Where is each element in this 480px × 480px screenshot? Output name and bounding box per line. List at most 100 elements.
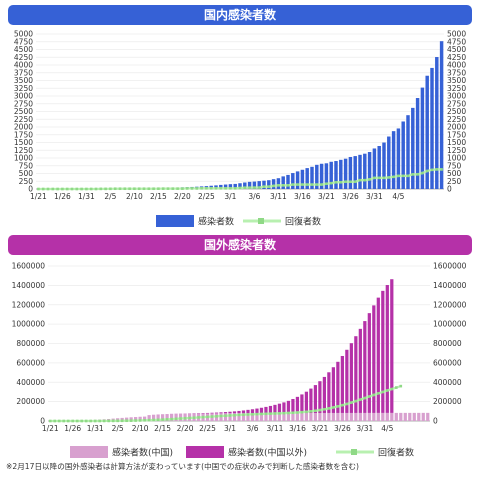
y-tick-label-left: 500 <box>19 169 34 178</box>
legend-marker <box>351 449 357 455</box>
bar <box>324 163 329 189</box>
recovered-point <box>399 384 403 388</box>
bar <box>259 407 264 414</box>
bar <box>300 394 304 414</box>
y-tick-label-left: 0 <box>40 417 45 426</box>
bar <box>372 148 377 189</box>
x-tick-label: 3/6 <box>246 424 258 433</box>
recovered-point <box>315 183 319 186</box>
recovered-point <box>120 419 124 423</box>
bar <box>336 412 340 421</box>
x-tick-label: 3/21 <box>318 192 335 201</box>
bar <box>232 411 237 414</box>
bar <box>313 412 318 421</box>
bar <box>334 161 338 189</box>
recovered-point <box>181 187 184 190</box>
recovered-point <box>113 187 117 191</box>
bar <box>223 413 228 421</box>
bar <box>286 413 291 421</box>
bar <box>129 417 133 421</box>
bar <box>295 396 300 414</box>
bar <box>238 183 242 189</box>
bar <box>264 413 268 421</box>
bar <box>343 158 348 189</box>
legend-label: 感染者数 <box>198 216 234 228</box>
bar <box>336 361 340 413</box>
recovered-point <box>397 174 400 178</box>
overseas-chart-title: 国外感染者数 <box>8 235 472 255</box>
recovered-point <box>75 419 79 423</box>
bar <box>295 413 300 421</box>
x-tick-label: 1/31 <box>78 192 95 201</box>
bar <box>435 57 439 189</box>
recovered-point <box>192 416 196 420</box>
y-tick-label-left: 5000 <box>14 30 33 39</box>
recovered-point <box>205 187 208 190</box>
bar <box>387 136 391 189</box>
bar <box>391 131 396 189</box>
y-tick-label-right: 1200000 <box>433 300 467 309</box>
bar <box>340 412 344 421</box>
recovered-point <box>48 419 52 423</box>
bar <box>367 412 371 421</box>
legend-label: 回復者数 <box>285 216 321 228</box>
recovered-point <box>358 178 362 182</box>
legend-swatch <box>156 215 194 227</box>
legend-label: 感染者数(中国) <box>112 447 173 459</box>
recovered-point <box>394 386 398 389</box>
recovered-point <box>188 416 191 420</box>
recovered-point <box>195 187 199 190</box>
y-tick-label-right: 3750 <box>447 68 466 77</box>
recovered-point <box>210 415 214 418</box>
y-tick-label-right: 0 <box>447 185 452 194</box>
bar <box>376 412 380 421</box>
bar <box>267 180 271 189</box>
x-tick-label: 2/20 <box>177 424 194 433</box>
recovered-point <box>344 180 347 184</box>
x-tick-label: 2/5 <box>104 192 116 201</box>
y-tick-label-left: 4750 <box>14 37 33 46</box>
bar <box>309 388 313 413</box>
recovered-point <box>354 399 358 403</box>
bar <box>382 142 386 189</box>
bar <box>430 67 434 189</box>
legend-swatch <box>70 446 108 458</box>
bar <box>286 174 290 189</box>
recovered-point <box>37 187 40 191</box>
bar <box>329 161 333 189</box>
y-tick-label-left: 800000 <box>16 339 45 348</box>
y-tick-label-right: 4750 <box>447 37 466 46</box>
bar <box>425 75 429 189</box>
recovered-point <box>255 412 259 416</box>
recovered-point <box>363 178 367 182</box>
bar <box>273 404 277 414</box>
bar <box>282 402 286 414</box>
x-tick-label: 4/5 <box>381 424 393 433</box>
y-tick-label-right: 4250 <box>447 53 466 62</box>
bar <box>300 169 305 189</box>
x-tick-label: 3/21 <box>311 424 328 433</box>
recovered-point <box>137 187 141 191</box>
bar <box>228 184 233 189</box>
bar <box>315 164 319 189</box>
bar <box>246 409 250 414</box>
bar <box>349 343 353 413</box>
bar <box>243 182 247 189</box>
recovered-point <box>152 187 155 191</box>
recovered-point <box>89 187 93 191</box>
recovered-point <box>373 176 376 180</box>
bar <box>439 41 444 189</box>
recovered-point <box>183 416 187 420</box>
recovered-point <box>368 395 371 398</box>
recovered-point <box>171 187 175 190</box>
bar <box>257 181 261 189</box>
bar <box>237 410 241 414</box>
x-tick-label: 3/16 <box>289 424 306 433</box>
recovered-point <box>179 417 182 420</box>
recovered-point <box>107 419 110 423</box>
y-tick-label-right: 1600000 <box>433 262 467 271</box>
bar <box>147 415 151 421</box>
recovered-point <box>269 412 272 415</box>
recovered-point <box>349 180 352 184</box>
recovered-point <box>209 187 213 190</box>
